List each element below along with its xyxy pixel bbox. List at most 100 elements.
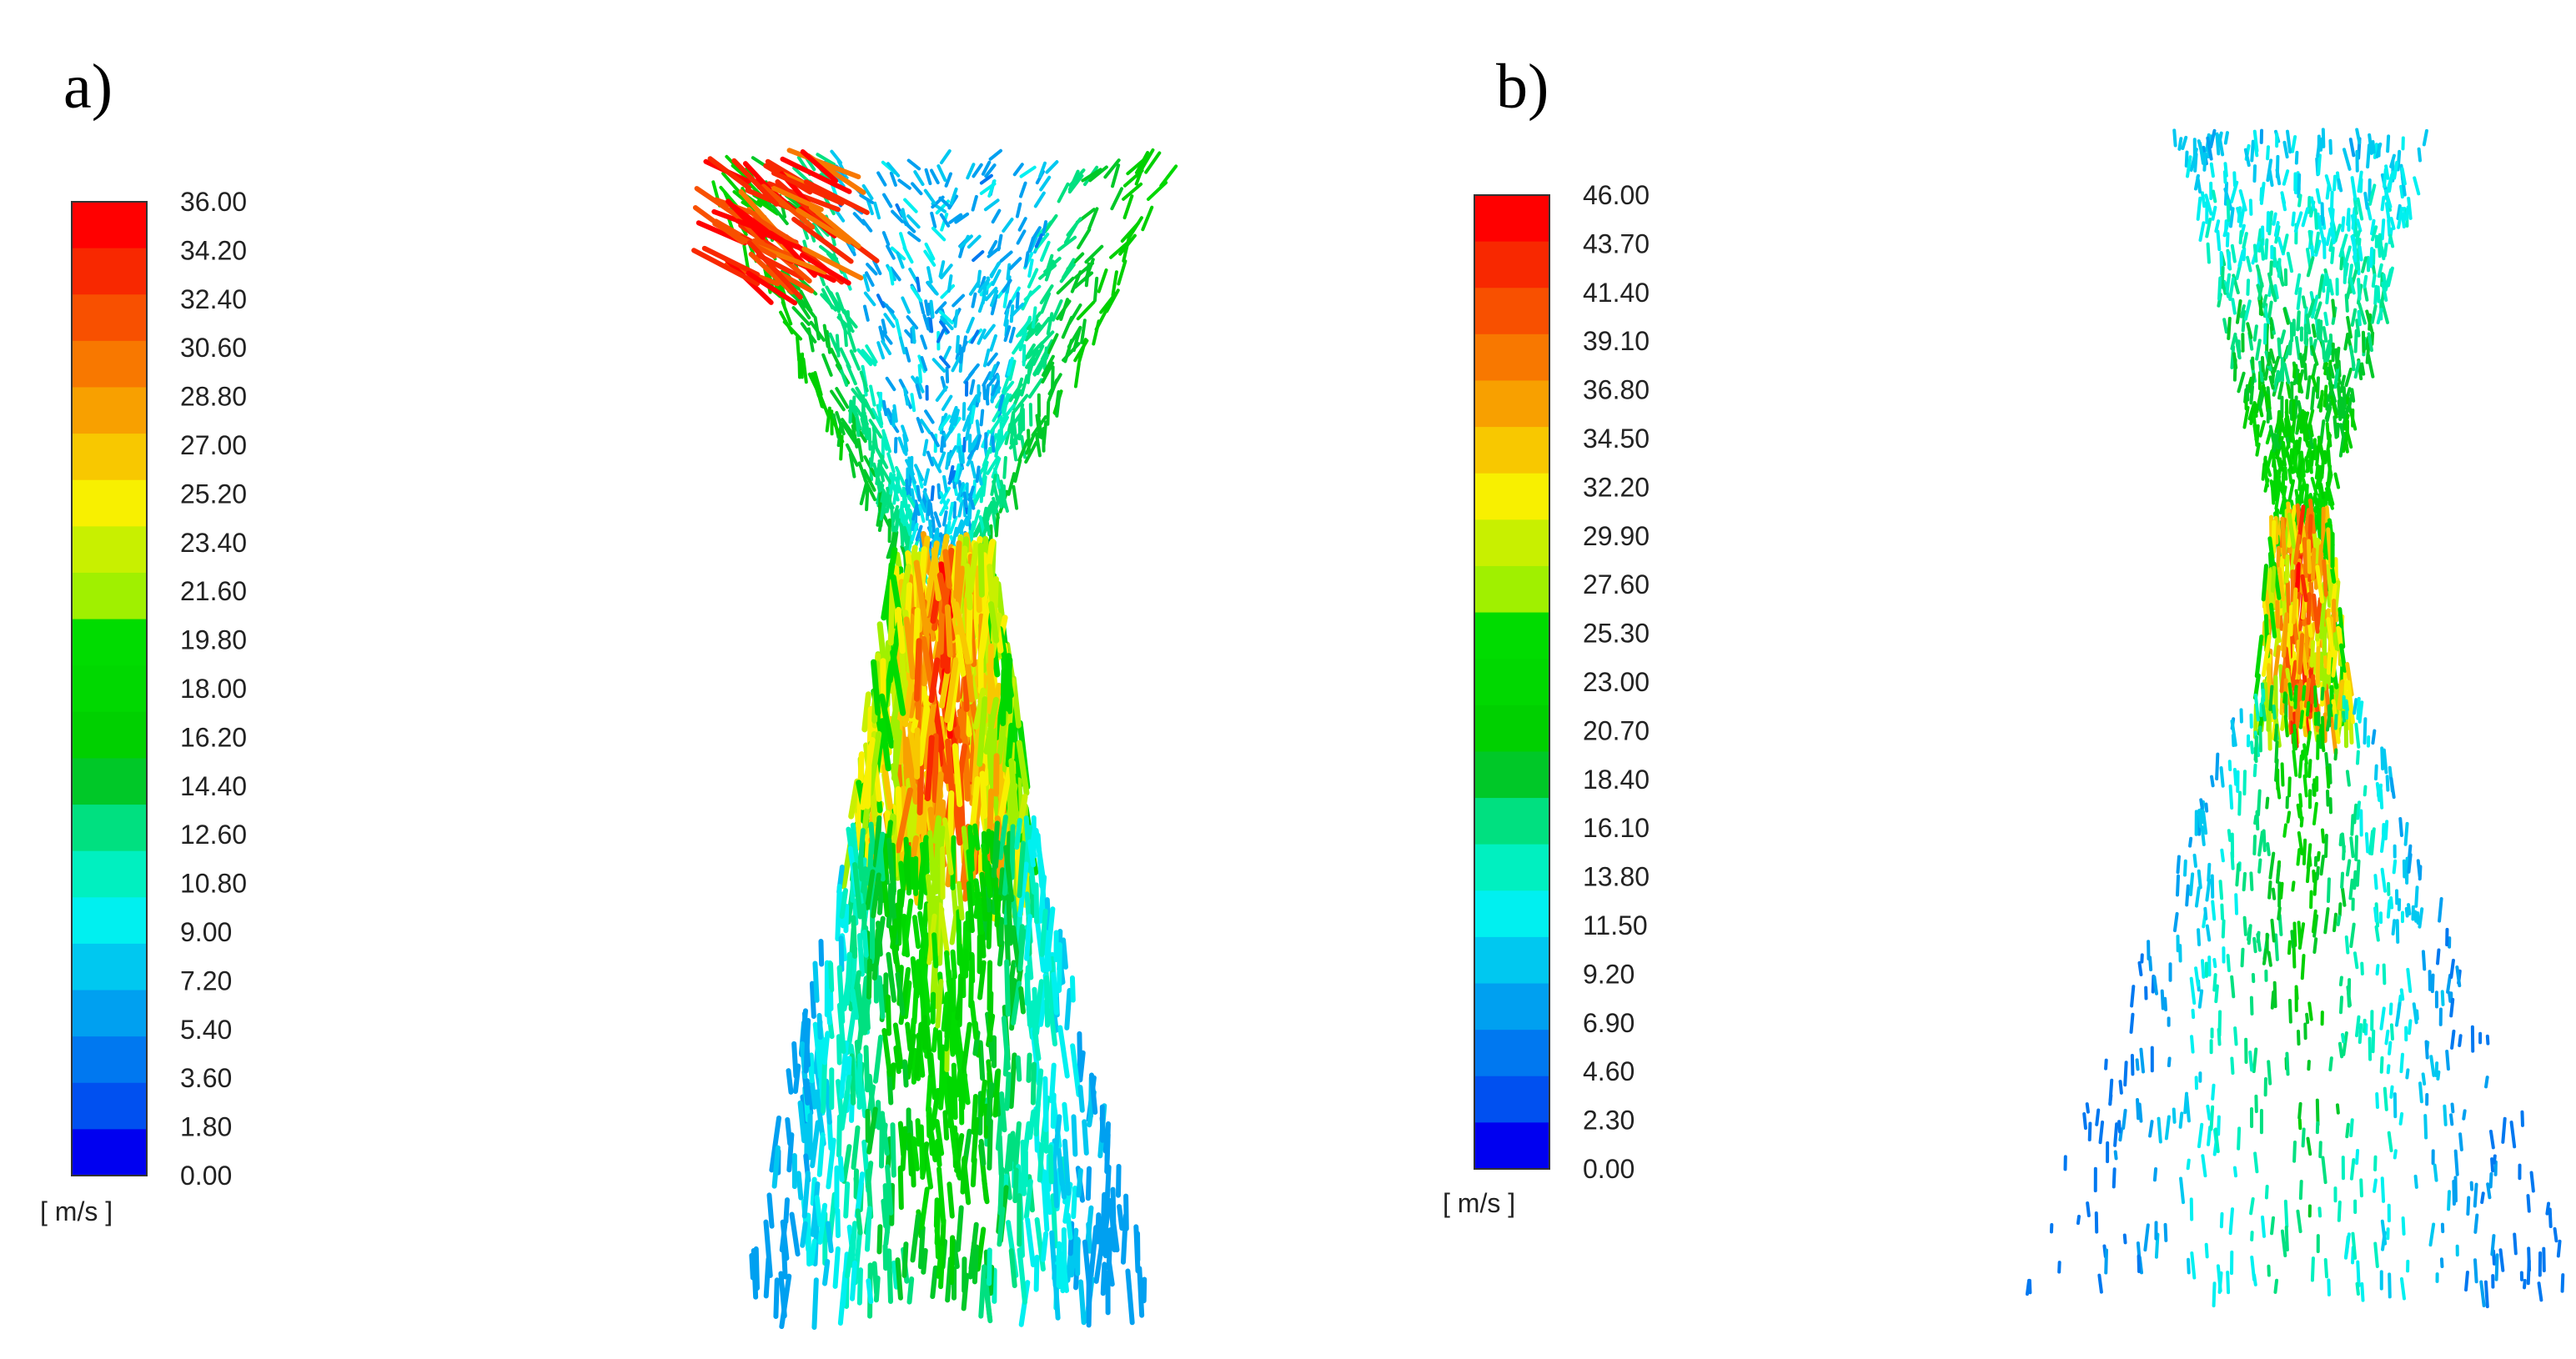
- velocity-vector: [2282, 169, 2290, 186]
- velocity-vector: [825, 988, 832, 1026]
- velocity-vector: [2325, 183, 2331, 200]
- velocity-vector: [976, 269, 982, 288]
- velocity-vector: [2227, 317, 2232, 340]
- velocity-vector: [942, 474, 948, 494]
- velocity-vector: [2327, 431, 2332, 448]
- velocity-vector: [2357, 309, 2362, 327]
- velocity-vector: [903, 198, 918, 213]
- velocity-vector: [2238, 189, 2247, 212]
- velocity-vector: [948, 515, 958, 534]
- colorbar-tick-label: 10.80: [180, 869, 247, 899]
- colorbar-segment: [1474, 659, 1549, 706]
- velocity-vector: [2252, 243, 2258, 263]
- velocity-vector: [1002, 455, 1007, 479]
- velocity-vector: [906, 158, 921, 171]
- velocity-vector: [984, 286, 998, 302]
- velocity-vector: [1122, 194, 1134, 220]
- velocity-vector: [1019, 165, 1037, 178]
- velocity-vector: [1078, 1279, 1087, 1326]
- velocity-vector: [917, 877, 926, 910]
- colorbar-tick-label: 34.20: [180, 235, 247, 265]
- velocity-vector: [1012, 484, 1019, 510]
- velocity-vector: [1144, 151, 1162, 174]
- velocity-vector: [902, 685, 914, 728]
- velocity-vector: [2333, 365, 2340, 389]
- velocity-vector: [939, 263, 953, 279]
- velocity-vector: [1137, 1266, 1145, 1318]
- velocity-vector: [1100, 1191, 1107, 1229]
- velocity-vector: [859, 737, 876, 810]
- velocity-vector: [2232, 171, 2237, 188]
- colorbar-tick-label: 0.00: [1583, 1154, 1634, 1184]
- velocity-vector: [897, 436, 906, 454]
- velocity-vector: [814, 382, 824, 409]
- velocity-vector: [864, 1206, 872, 1252]
- velocity-vector: [721, 172, 741, 193]
- velocity-vector: [936, 1030, 943, 1061]
- velocity-vector: [845, 443, 859, 467]
- velocity-vector: [1146, 181, 1168, 201]
- velocity-vector: [874, 469, 881, 493]
- colorbar-segment: [72, 479, 147, 527]
- velocity-vector: [955, 334, 960, 354]
- colorbar-tick-label: 34.50: [1583, 424, 1650, 454]
- velocity-vector: [978, 1264, 987, 1319]
- velocity-vector: [2268, 424, 2276, 445]
- velocity-vector: [967, 234, 982, 249]
- velocity-vector: [1061, 937, 1068, 970]
- velocity-vector: [954, 212, 970, 224]
- velocity-vector: [910, 1213, 921, 1263]
- velocity-vector: [1003, 325, 1012, 343]
- velocity-vector: [869, 384, 876, 407]
- velocity-vector: [835, 387, 850, 409]
- velocity-vector: [1025, 349, 1040, 369]
- velocity-vector: [1015, 292, 1020, 309]
- velocity-vector: [2344, 367, 2353, 388]
- velocity-vector: [2282, 307, 2290, 325]
- velocity-vector: [803, 179, 870, 215]
- velocity-vector: [859, 370, 869, 393]
- colorbar-tick-label: 14.40: [180, 771, 247, 801]
- colorbar-segment: [72, 1036, 147, 1084]
- velocity-vector: [938, 260, 946, 278]
- velocity-vector: [2368, 133, 2373, 155]
- velocity-vector: [989, 261, 1002, 278]
- velocity-vector: [927, 830, 936, 882]
- velocity-vector: [891, 1260, 899, 1290]
- velocity-vector: [880, 494, 887, 518]
- velocity-vector: [1008, 1248, 1017, 1289]
- velocity-vector: [2255, 442, 2261, 457]
- velocity-vector: [2343, 245, 2352, 268]
- velocity-vector: [918, 1124, 926, 1178]
- colorbar-segment: [1474, 195, 1549, 243]
- colorbar-segment: [1474, 844, 1549, 891]
- velocity-vector: [899, 232, 907, 251]
- velocity-vector: [954, 463, 961, 483]
- colorbar-tick-label: 18.40: [1583, 765, 1650, 795]
- velocity-vector: [1111, 163, 1121, 188]
- velocity-vector: [2297, 193, 2302, 208]
- velocity-vector: [876, 975, 886, 1020]
- velocity-vector: [2380, 218, 2386, 241]
- velocity-vector: [1051, 971, 1059, 999]
- velocity-vector: [856, 348, 873, 367]
- velocity-vector: [1005, 722, 1015, 768]
- velocity-vector: [1110, 187, 1124, 211]
- velocity-vector: [1006, 894, 1013, 946]
- velocity-vector: [1032, 1029, 1042, 1061]
- colorbar-tick-label: 16.20: [180, 722, 247, 752]
- velocity-vector: [821, 1259, 831, 1286]
- velocity-vector: [1086, 1269, 1092, 1328]
- velocity-vector: [840, 418, 857, 439]
- velocity-vector: [2282, 362, 2291, 384]
- velocity-vector: [2172, 128, 2177, 148]
- velocity-vector: [967, 493, 976, 510]
- velocity-vector: [901, 1059, 909, 1088]
- velocity-vector: [871, 426, 878, 449]
- velocity-vector: [2223, 131, 2229, 145]
- velocity-vector: [915, 1118, 921, 1147]
- velocity-vector: [885, 994, 892, 1036]
- velocity-vector: [2383, 168, 2388, 188]
- velocity-vector: [810, 1176, 817, 1206]
